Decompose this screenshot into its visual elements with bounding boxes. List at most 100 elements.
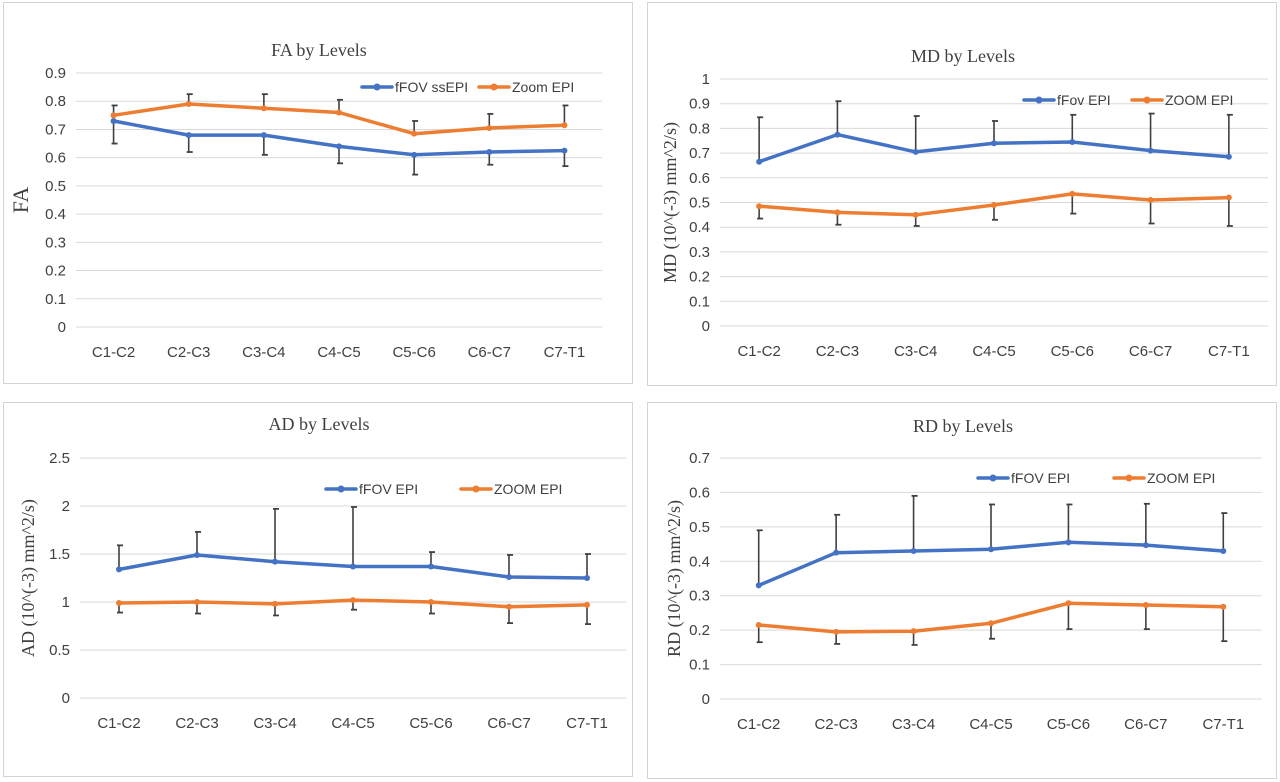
data-point bbox=[988, 620, 994, 627]
y-tick-label: 0.2 bbox=[45, 263, 66, 280]
data-point bbox=[194, 551, 200, 558]
data-point bbox=[486, 125, 493, 132]
x-tick-label: C7-T1 bbox=[1202, 716, 1244, 733]
data-point bbox=[1069, 138, 1076, 145]
legend-label: fFOV ssEPI bbox=[395, 79, 468, 95]
data-point bbox=[1069, 190, 1076, 197]
chart-title: FA by Levels bbox=[271, 40, 367, 60]
y-tick-label: 0.1 bbox=[689, 293, 710, 310]
x-tick-label: C5-C6 bbox=[392, 344, 435, 361]
x-tick-label: C7-T1 bbox=[1208, 343, 1250, 360]
data-point bbox=[1065, 600, 1072, 607]
data-point bbox=[185, 132, 192, 139]
data-point bbox=[1147, 147, 1154, 154]
y-tick-label: 0.7 bbox=[45, 121, 66, 138]
data-point bbox=[428, 599, 434, 605]
ad-chart-panel: AD by Levels AD (10^(-3) mm^2/s) 0 0.5 1 1.5 2… bbox=[3, 402, 633, 777]
y-tick-label: 1.5 bbox=[49, 546, 70, 563]
md-chart-panel: MD by Levels MD (10^(-3) mm^2/s) 0 0.1 0.2 0.… bbox=[647, 2, 1277, 386]
x-tick-label: C2-C3 bbox=[814, 716, 857, 733]
data-point bbox=[336, 143, 342, 150]
data-point bbox=[116, 566, 122, 573]
y-tick-label: 2 bbox=[62, 498, 70, 515]
md-chart: MD by Levels MD (10^(-3) mm^2/s) 0 0.1 0.2 0.… bbox=[660, 46, 1268, 360]
data-point bbox=[1142, 542, 1149, 549]
data-point bbox=[561, 122, 568, 129]
data-point bbox=[336, 109, 342, 116]
x-tick-label: C1-C2 bbox=[737, 716, 780, 733]
y-tick-label: 1 bbox=[62, 594, 70, 611]
x-tick-label: C4-C5 bbox=[969, 716, 1012, 733]
data-point bbox=[910, 628, 917, 635]
data-point bbox=[584, 575, 590, 581]
data-point bbox=[1220, 547, 1227, 554]
data-point bbox=[350, 597, 356, 604]
y-axis-label: FA bbox=[8, 187, 33, 214]
x-tick-label: C5-C6 bbox=[1051, 343, 1094, 360]
data-point bbox=[272, 558, 278, 565]
chart-title: RD by Levels bbox=[913, 416, 1013, 436]
data-point bbox=[272, 600, 278, 607]
y-tick-label: 0.6 bbox=[689, 170, 710, 187]
y-tick-label: 0.3 bbox=[689, 588, 710, 605]
x-tick-label: C5-C6 bbox=[1047, 716, 1090, 733]
data-point bbox=[991, 201, 997, 208]
y-tick-label: 0.2 bbox=[689, 269, 710, 286]
y-tick-label: 0.1 bbox=[689, 657, 710, 674]
data-point bbox=[755, 621, 762, 628]
y-tick-label: 0.9 bbox=[45, 65, 66, 82]
x-tick-label: C3-C4 bbox=[253, 715, 296, 732]
x-tick-label: C1-C2 bbox=[92, 344, 135, 361]
data-point bbox=[260, 105, 267, 112]
y-tick-label: 0.5 bbox=[689, 519, 710, 536]
y-axis-label: AD (10^(-3) mm^2/s) bbox=[18, 499, 39, 657]
y-tick-label: 0.6 bbox=[689, 484, 710, 501]
data-point bbox=[755, 582, 762, 589]
legend-label: ZOOM EPI bbox=[1147, 470, 1215, 486]
data-point bbox=[834, 131, 841, 138]
data-point bbox=[1225, 153, 1232, 160]
legend-marker bbox=[1035, 96, 1043, 104]
data-point bbox=[756, 203, 763, 210]
y-tick-label: 0.1 bbox=[45, 291, 66, 308]
y-tick-label: 0.4 bbox=[689, 219, 710, 236]
y-tick-label: 0.5 bbox=[689, 195, 710, 212]
data-point bbox=[910, 547, 917, 554]
y-tick-label: 0.3 bbox=[689, 244, 710, 261]
y-tick-label: 0.9 bbox=[689, 96, 710, 113]
y-tick-label: 0.6 bbox=[45, 150, 66, 167]
data-point bbox=[756, 158, 763, 165]
x-tick-label: C3-C4 bbox=[242, 344, 285, 361]
y-axis-label: RD (10^(-3) mm^2/s) bbox=[664, 500, 685, 657]
x-tick-label: C1-C2 bbox=[737, 343, 780, 360]
legend-marker bbox=[989, 474, 997, 482]
data-point bbox=[1147, 197, 1154, 204]
data-point bbox=[1142, 602, 1149, 609]
data-point bbox=[991, 140, 997, 147]
x-tick-label: C2-C3 bbox=[167, 344, 210, 361]
data-point bbox=[350, 563, 356, 570]
legend-marker bbox=[1143, 96, 1151, 104]
legend-label: ZOOM EPI bbox=[1165, 92, 1233, 108]
data-point bbox=[116, 599, 122, 606]
data-point bbox=[834, 209, 841, 216]
data-point bbox=[584, 601, 590, 608]
legend-label: fFov EPI bbox=[1057, 92, 1111, 108]
data-point bbox=[561, 147, 568, 154]
data-point bbox=[185, 101, 192, 108]
x-tick-label: C4-C5 bbox=[331, 715, 374, 732]
data-point bbox=[486, 149, 493, 156]
x-tick-label: C3-C4 bbox=[894, 343, 937, 360]
y-axis-label: MD (10^(-3) mm^2/s) bbox=[660, 122, 681, 283]
y-tick-label: 0.7 bbox=[689, 145, 710, 162]
data-point bbox=[833, 628, 840, 635]
y-tick-label: 0.2 bbox=[689, 622, 710, 639]
data-point bbox=[411, 151, 418, 158]
x-tick-label: C4-C5 bbox=[972, 343, 1015, 360]
legend-marker bbox=[337, 485, 345, 493]
x-tick-label: C7-T1 bbox=[544, 344, 586, 361]
data-point bbox=[110, 117, 117, 124]
x-tick-label: C2-C3 bbox=[816, 343, 859, 360]
x-tick-label: C2-C3 bbox=[175, 715, 218, 732]
rd-chart-panel: RD by Levels RD (10^(-3) mm^2/s) 0 0.1 0.2 0.… bbox=[647, 402, 1277, 779]
